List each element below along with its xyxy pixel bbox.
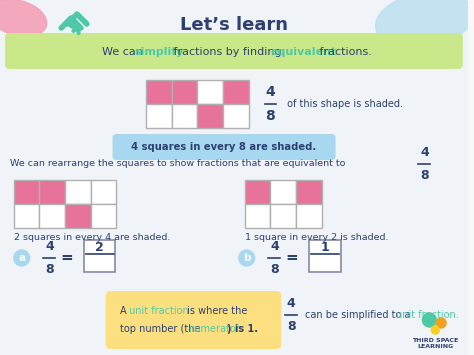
Bar	[245, 180, 271, 204]
Bar	[245, 204, 271, 228]
Bar	[296, 204, 322, 228]
Bar	[146, 104, 172, 128]
Text: We can rearrange the squares to show fractions that are equivalent to: We can rearrange the squares to show fra…	[10, 159, 345, 169]
Bar	[91, 180, 117, 204]
Text: 4: 4	[287, 297, 295, 310]
Bar	[65, 180, 91, 204]
Text: of this shape is shaded.: of this shape is shaded.	[284, 99, 403, 109]
Text: =: =	[61, 251, 73, 266]
Text: 1 square in every 2 is shaded.: 1 square in every 2 is shaded.	[245, 233, 388, 242]
Bar	[197, 104, 223, 128]
Text: 8: 8	[270, 263, 279, 276]
Text: ) is 1.: ) is 1.	[227, 324, 257, 334]
Text: 8: 8	[45, 263, 54, 276]
FancyBboxPatch shape	[5, 33, 463, 69]
Circle shape	[14, 250, 29, 266]
Bar	[14, 204, 39, 228]
Circle shape	[422, 313, 436, 327]
Text: a: a	[18, 253, 25, 263]
Text: fractions.: fractions.	[316, 47, 372, 57]
Bar	[14, 180, 39, 204]
Bar	[271, 180, 296, 204]
Text: unit fraction.: unit fraction.	[396, 310, 458, 320]
Text: 4: 4	[265, 85, 275, 99]
Bar	[296, 180, 322, 204]
Text: 4: 4	[420, 146, 429, 159]
Bar	[39, 204, 65, 228]
Bar	[172, 104, 197, 128]
Circle shape	[436, 318, 446, 328]
Text: numerator: numerator	[188, 324, 240, 334]
Text: 2 squares in every 4 are shaded.: 2 squares in every 4 are shaded.	[14, 233, 170, 242]
Circle shape	[239, 250, 255, 266]
Text: is where the: is where the	[184, 306, 247, 316]
Text: unit fraction: unit fraction	[129, 306, 189, 316]
Text: 8: 8	[287, 320, 295, 333]
Bar	[65, 204, 91, 228]
Text: Let’s learn: Let’s learn	[180, 16, 288, 34]
Text: top number (the: top number (the	[120, 324, 204, 334]
Bar	[223, 80, 249, 104]
Text: 2: 2	[95, 241, 104, 254]
Text: 4 squares in every 8 are shaded.: 4 squares in every 8 are shaded.	[131, 142, 317, 152]
Text: =: =	[286, 251, 299, 266]
Bar	[84, 240, 116, 272]
Bar	[172, 80, 197, 104]
Text: THIRD SPACE: THIRD SPACE	[412, 339, 458, 344]
Text: fractions by finding: fractions by finding	[170, 47, 285, 57]
Bar	[146, 80, 172, 104]
Bar	[91, 204, 117, 228]
Bar	[309, 240, 340, 272]
Ellipse shape	[375, 0, 473, 48]
Text: LEARNING: LEARNING	[417, 344, 453, 350]
Circle shape	[431, 326, 439, 334]
FancyBboxPatch shape	[106, 291, 281, 349]
Text: 4: 4	[270, 240, 279, 253]
Bar	[223, 104, 249, 128]
Text: can be simplified to a: can be simplified to a	[305, 310, 414, 320]
Bar	[39, 180, 65, 204]
Text: equivalent: equivalent	[270, 47, 337, 57]
Text: b: b	[243, 253, 250, 263]
Text: 8: 8	[420, 169, 428, 182]
Ellipse shape	[0, 0, 47, 37]
FancyBboxPatch shape	[112, 134, 336, 160]
Text: 1: 1	[320, 241, 329, 254]
Text: 8: 8	[265, 109, 275, 123]
Text: A: A	[120, 306, 130, 316]
Text: 4: 4	[45, 240, 54, 253]
Bar	[197, 80, 223, 104]
Text: simplify: simplify	[134, 47, 183, 57]
Text: We can: We can	[102, 47, 146, 57]
Bar	[271, 204, 296, 228]
